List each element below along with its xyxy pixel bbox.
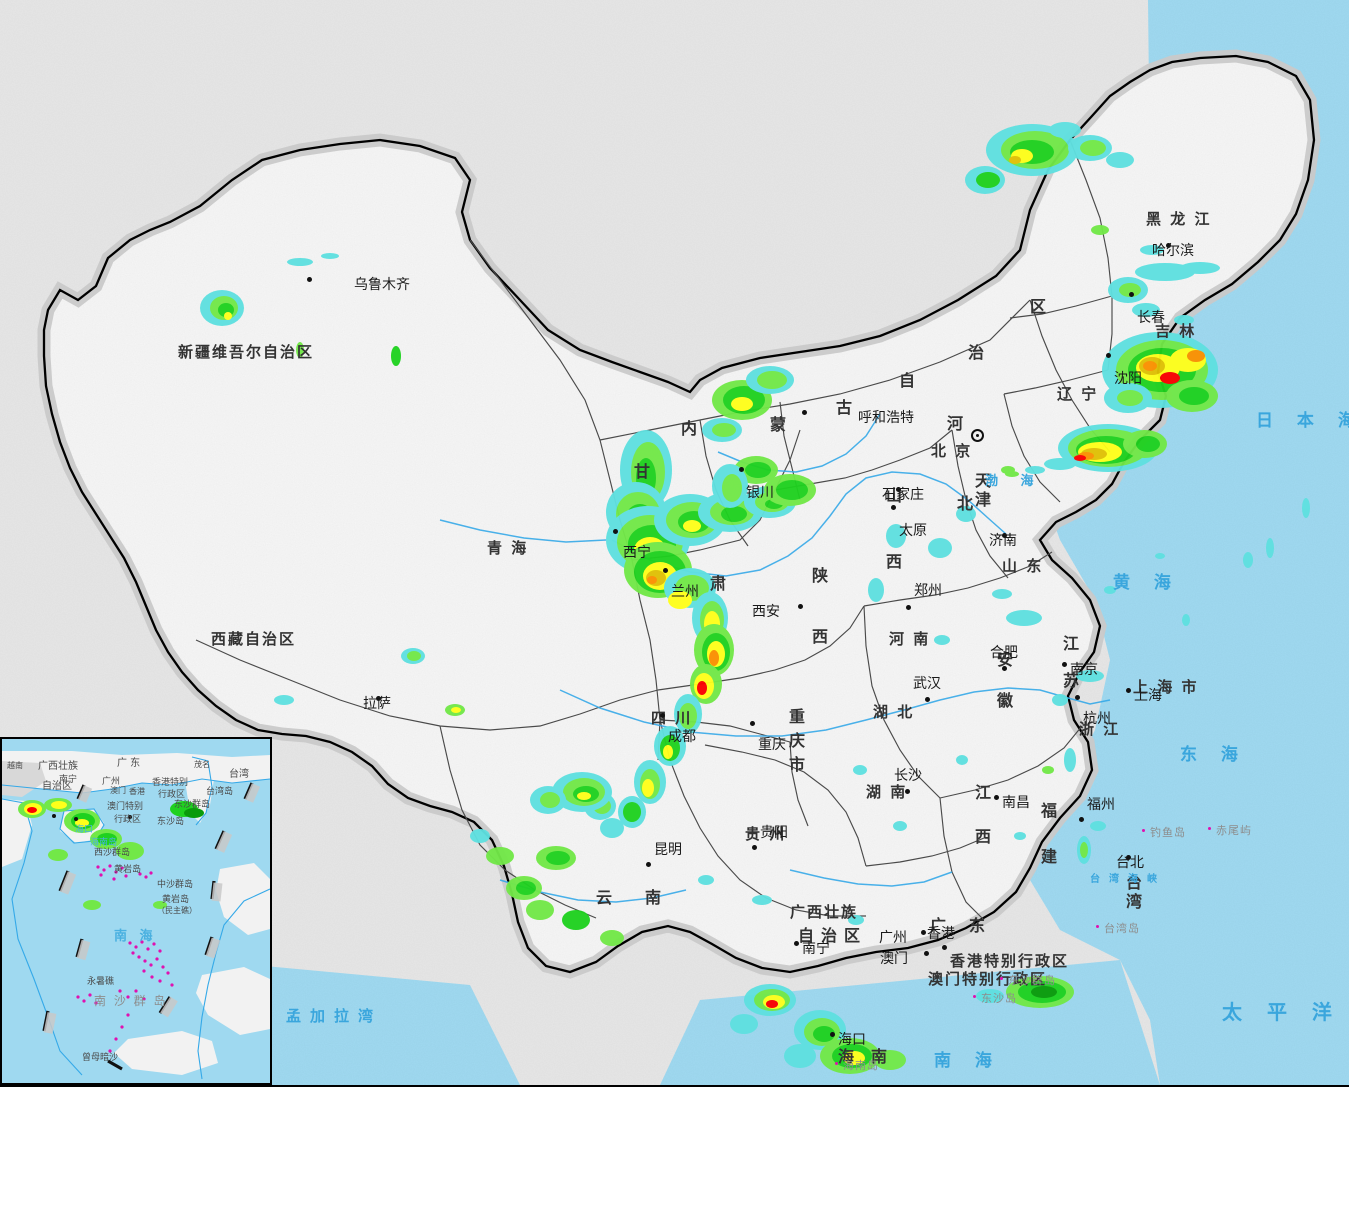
- city-marker: [1166, 243, 1171, 248]
- city-marker: [891, 505, 896, 510]
- city-marker: [924, 951, 929, 956]
- city-marker: [752, 845, 757, 850]
- city-marker: [802, 410, 807, 415]
- city-marker: [921, 930, 926, 935]
- city-marker: [794, 941, 799, 946]
- city-marker: [1129, 292, 1134, 297]
- island-marker: [1208, 827, 1211, 830]
- south-china-sea-inset[interactable]: 广西壮族 自治区广 东南宁 广州 澳门 香港 香港特别 行政区 澳门特别 行政区 台湾 台湾岛 东沙群…: [0, 737, 272, 1085]
- city-marker: [905, 789, 910, 794]
- capital-marker-beijing: [971, 429, 984, 442]
- city-marker: [376, 696, 381, 701]
- inset-vector-layer: [2, 739, 270, 1083]
- city-marker: [798, 604, 803, 609]
- island-marker: [1000, 977, 1003, 980]
- radar-echo-layer: [200, 122, 1310, 1074]
- island-marker: [835, 1062, 838, 1065]
- city-marker: [1075, 695, 1080, 700]
- city-marker: [1079, 817, 1084, 822]
- city-marker: [896, 487, 901, 492]
- city-marker: [942, 945, 947, 950]
- city-marker: [1106, 353, 1111, 358]
- city-marker: [830, 1032, 835, 1037]
- city-marker: [750, 721, 755, 726]
- map-vector-layer: [0, 0, 1349, 1085]
- island-marker: [1142, 829, 1145, 832]
- city-marker: [1002, 666, 1007, 671]
- city-marker: [739, 467, 744, 472]
- city-marker: [1126, 855, 1131, 860]
- city-marker: [1062, 662, 1067, 667]
- city-marker: [663, 568, 668, 573]
- city-marker: [906, 605, 911, 610]
- city-marker: [925, 697, 930, 702]
- city-marker: [307, 277, 312, 282]
- city-marker: [1126, 688, 1131, 693]
- island-marker: [1096, 925, 1099, 928]
- city-marker: [660, 713, 665, 718]
- island-marker: [973, 995, 976, 998]
- city-marker: [646, 862, 651, 867]
- radar-map-canvas[interactable]: 新疆维吾尔自治区 西藏自治区青 海甘肃内蒙古自治区黑 龙 江吉 林辽 宁河北山西山…: [0, 0, 1349, 1085]
- city-marker: [994, 795, 999, 800]
- city-marker: [1002, 533, 1007, 538]
- legend-panel: 全国雷达拼图 [2025-07-04 05:24:00] [ 组合反射率 ] d…: [0, 1085, 1349, 1208]
- city-marker: [613, 529, 618, 534]
